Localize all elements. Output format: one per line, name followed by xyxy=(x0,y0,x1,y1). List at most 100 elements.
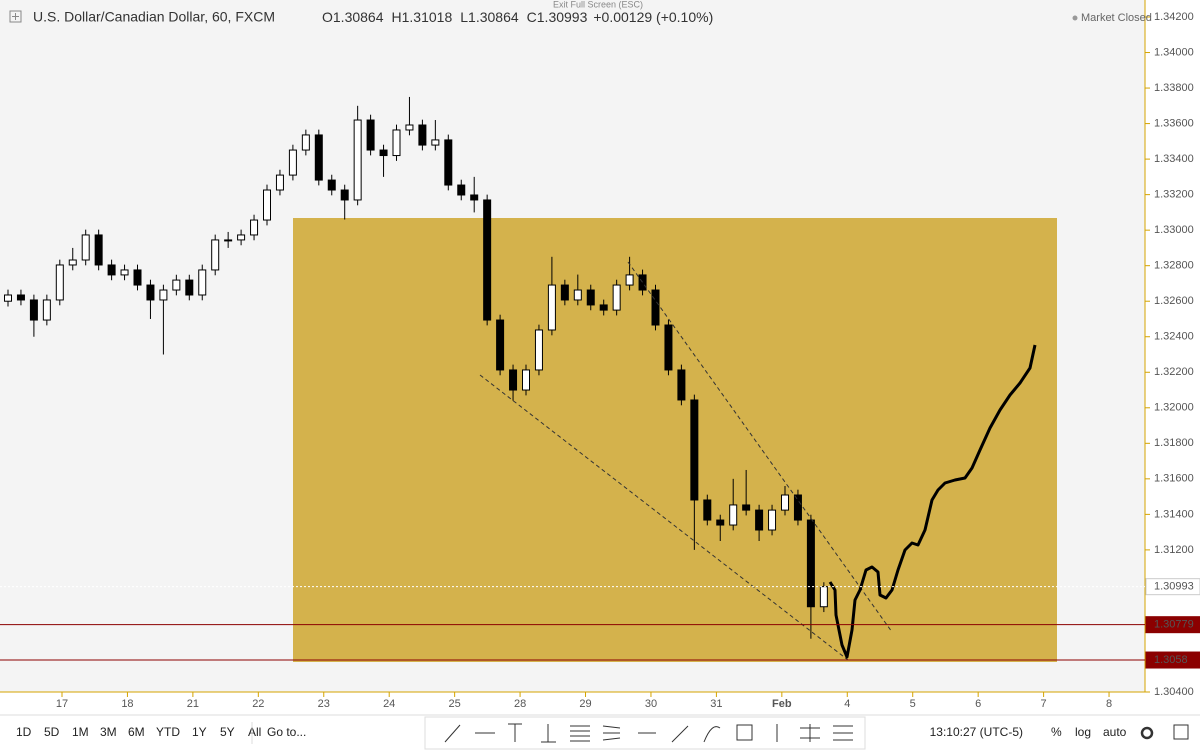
y-tick-label: 1.32200 xyxy=(1154,366,1194,378)
range-button[interactable]: 5Y xyxy=(220,725,235,739)
price-label: 1.30779 xyxy=(1154,619,1194,631)
settings-icon[interactable] xyxy=(1140,726,1154,740)
candle-body xyxy=(55,264,64,301)
ohlc-key: H xyxy=(392,9,402,25)
candle-body xyxy=(547,284,556,331)
candle-body xyxy=(68,259,77,266)
price-label: 1.30993 xyxy=(1154,581,1194,593)
candle-body xyxy=(405,124,414,131)
candle-body xyxy=(496,319,505,371)
y-tick-label: 1.33600 xyxy=(1154,117,1194,129)
candle-body xyxy=(768,509,777,531)
candle-body xyxy=(42,299,51,321)
range-button[interactable]: 1Y xyxy=(192,725,207,739)
candle-body xyxy=(418,124,427,146)
candle-body xyxy=(133,269,142,286)
y-tick-label: 1.31600 xyxy=(1154,473,1194,485)
candle-body xyxy=(392,129,401,157)
candle-body xyxy=(716,519,725,526)
y-tick-label: 1.34200 xyxy=(1154,11,1194,23)
candle-body xyxy=(560,284,569,301)
candle-body xyxy=(431,139,440,146)
scale-option[interactable]: log xyxy=(1075,725,1091,739)
range-button[interactable]: All xyxy=(248,725,261,739)
tool-icon[interactable] xyxy=(736,724,753,741)
candle-body xyxy=(664,324,673,371)
x-tick-label: 18 xyxy=(121,698,133,710)
ohlc-key: C xyxy=(527,9,537,25)
candle-body xyxy=(522,369,530,391)
range-button[interactable]: 1D xyxy=(16,725,32,739)
tool-icon[interactable] xyxy=(671,725,689,743)
candle-body xyxy=(742,504,751,511)
candle-body xyxy=(211,239,220,271)
scale-option[interactable]: % xyxy=(1051,725,1062,739)
candle-body xyxy=(379,149,388,157)
tool-icon[interactable] xyxy=(570,725,590,742)
range-button[interactable]: 3M xyxy=(100,725,117,739)
y-tick-label: 1.32800 xyxy=(1154,260,1194,272)
candle-body xyxy=(651,289,660,326)
candle-body xyxy=(224,239,233,242)
candle-body xyxy=(301,134,310,151)
y-tick-label: 1.31800 xyxy=(1154,437,1194,449)
x-tick-label: 24 xyxy=(383,698,395,710)
candle-body xyxy=(146,284,155,301)
candle-body xyxy=(690,399,699,501)
x-tick-label: 22 xyxy=(252,698,264,710)
range-button[interactable]: YTD xyxy=(156,725,180,739)
range-button[interactable]: 6M xyxy=(128,725,145,739)
scale-option[interactable]: auto xyxy=(1103,725,1127,739)
candles xyxy=(4,96,828,639)
candle-body xyxy=(29,299,38,321)
x-tick-label: 25 xyxy=(449,698,461,710)
price-axis-bg xyxy=(1145,0,1200,692)
toolbar: 1D 5D 1M 3M 6M YTD 1Y 5Y All Go to... 13:10:27 (UT… xyxy=(16,722,1127,744)
tool-icon[interactable] xyxy=(541,724,556,743)
price-label: 1.3058 xyxy=(1154,654,1188,666)
tool-icon[interactable] xyxy=(602,725,621,741)
exit-hint[interactable]: Exit Full Screen (ESC) xyxy=(553,0,643,9)
x-tick-label: 5 xyxy=(910,698,916,710)
candle-body xyxy=(806,519,815,608)
x-tick-label: 6 xyxy=(975,698,981,710)
range-button[interactable]: 5D xyxy=(44,725,60,739)
candle-body xyxy=(625,274,634,286)
y-tick-label: 1.32000 xyxy=(1154,402,1194,414)
x-tick-label: 17 xyxy=(56,698,68,710)
y-tick-label: 1.33800 xyxy=(1154,82,1194,94)
candle-body xyxy=(353,119,362,201)
candle-body xyxy=(586,289,595,306)
candle-body xyxy=(509,369,518,391)
tool-icon[interactable] xyxy=(703,726,721,743)
ohlc-key: L xyxy=(460,9,468,25)
tool-icon[interactable] xyxy=(800,724,820,742)
candle-body xyxy=(16,294,25,301)
candle-body xyxy=(483,199,492,321)
candle-body xyxy=(314,134,323,181)
range-button[interactable]: 1M xyxy=(72,725,89,739)
tool-icon[interactable] xyxy=(508,723,522,742)
candle-body xyxy=(250,219,259,236)
y-tick-label: 1.33200 xyxy=(1154,189,1194,201)
candle-body xyxy=(107,264,116,276)
y-tick-label: 1.30400 xyxy=(1154,686,1194,698)
fullscreen-icon[interactable] xyxy=(1173,724,1189,740)
y-tick-label: 1.32400 xyxy=(1154,331,1194,343)
tool-icon[interactable] xyxy=(833,725,853,741)
drawing-tools xyxy=(424,716,866,750)
symbol-title[interactable]: U.S. Dollar/Canadian Dollar, 60, FXCM xyxy=(33,9,275,25)
x-tick-label: Feb xyxy=(772,698,792,710)
expand-icon[interactable] xyxy=(9,10,22,23)
market-status: Market Closed xyxy=(1081,12,1152,24)
tool-icon[interactable] xyxy=(444,724,461,743)
ohlc-value: 1.30864 xyxy=(468,9,519,25)
candle-body xyxy=(793,494,802,521)
trend-line xyxy=(479,374,849,661)
ohlc-readout: O1.30864 H1.31018 L1.30864 C1.30993 +0.00129… xyxy=(322,9,713,25)
candle-body xyxy=(198,269,207,296)
zone-rectangle xyxy=(293,218,1057,662)
y-tick-label: 1.31200 xyxy=(1154,544,1194,556)
candle-body xyxy=(470,194,479,201)
goto-button[interactable]: Go to... xyxy=(267,725,306,739)
